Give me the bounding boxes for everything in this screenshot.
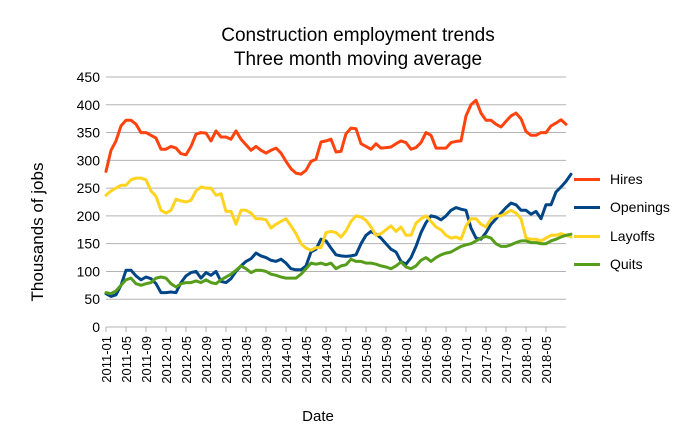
series-line-quits: [104, 232, 573, 296]
x-tick-label: 2012-09: [199, 336, 214, 384]
legend-item-openings: Openings: [574, 197, 670, 217]
x-tick-label: 2016-01: [399, 336, 414, 384]
x-axis-label: Date: [302, 408, 334, 425]
x-tick-label: 2012-01: [159, 336, 174, 384]
x-tick-label: 2014-05: [299, 336, 314, 384]
y-tick-label: 450: [77, 69, 101, 85]
y-tick-label: 150: [77, 236, 101, 252]
legend-label-layoffs: Layoffs: [610, 228, 655, 244]
y-tick-label: 400: [77, 97, 101, 113]
y-tick-label: 50: [84, 291, 100, 307]
x-tick-label: 2013-09: [259, 336, 274, 384]
x-tick-label: 2011-01: [99, 336, 114, 383]
x-tick-label: 2016-05: [419, 336, 434, 384]
y-tick-label: 350: [77, 125, 101, 141]
series-line-hires: [104, 98, 568, 176]
legend-swatch-quits: [574, 262, 600, 266]
x-tick-label: 2015-09: [379, 336, 394, 384]
x-axis-ticks: 2011-01 2011-05 2011-09 2012-01 2012-05 2012-…: [99, 327, 554, 384]
series-line-openings: [104, 172, 573, 298]
legend-item-hires: Hires: [574, 169, 643, 189]
chart-title: Construction employment trends: [221, 25, 495, 46]
x-tick-label: 2013-05: [239, 336, 254, 384]
legend-label-quits: Quits: [610, 256, 643, 272]
x-tick-label: 2011-09: [139, 336, 154, 383]
y-tick-label: 100: [77, 263, 101, 279]
x-tick-label: 2013-01: [219, 336, 234, 384]
x-tick-label: 2018-01: [519, 336, 534, 384]
legend-label-openings: Openings: [610, 199, 670, 215]
y-tick-label: 300: [77, 152, 101, 168]
x-tick-label: 2015-05: [359, 336, 374, 384]
chart-subtitle: Three month moving average: [233, 49, 483, 70]
y-tick-label: 200: [77, 208, 101, 224]
x-tick-label: 2018-05: [539, 336, 554, 384]
gridlines: [106, 76, 566, 328]
y-axis-label: Thousands of jobs: [28, 162, 47, 302]
x-tick-label: 2017-01: [459, 336, 474, 384]
y-axis-ticks: 0 50 100 150 200 250 300 350 400 450: [77, 69, 101, 335]
x-tick-label: 2014-09: [319, 336, 334, 384]
x-tick-label: 2012-05: [179, 336, 194, 384]
x-tick-label: 2014-01: [279, 336, 294, 384]
legend-swatch-openings: [574, 205, 600, 209]
legend-swatch-layoffs: [574, 234, 600, 238]
series-lines: [104, 98, 573, 298]
y-tick-label: 250: [77, 180, 101, 196]
x-tick-label: 2017-05: [479, 336, 494, 384]
legend-item-layoffs: Layoffs: [574, 226, 655, 246]
x-tick-label: 2016-09: [439, 336, 454, 384]
x-tick-label: 2011-05: [119, 336, 134, 383]
x-tick-label: 2015-01: [339, 336, 354, 384]
legend-swatch-hires: [574, 177, 600, 181]
legend-item-quits: Quits: [574, 254, 643, 274]
x-tick-label: 2017-09: [499, 336, 514, 384]
series-line-layoffs: [104, 176, 573, 252]
y-tick-label: 0: [92, 319, 100, 335]
legend-label-hires: Hires: [610, 171, 643, 187]
